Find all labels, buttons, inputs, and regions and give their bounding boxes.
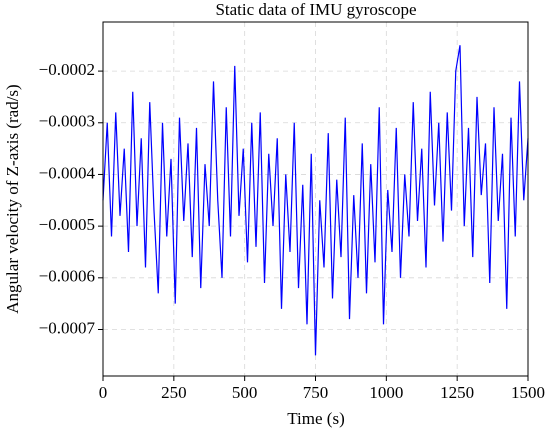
data-line [102, 45, 529, 356]
x-tick-label: 1000 [369, 383, 403, 402]
y-tick-label: −0.0002 [39, 60, 95, 79]
x-tick-label: 1250 [440, 383, 474, 402]
y-tick-label: −0.0006 [39, 267, 95, 286]
x-tick-label: 500 [232, 383, 258, 402]
x-tick-label: 1500 [511, 383, 545, 402]
y-tick-label: −0.0005 [39, 215, 95, 234]
x-tick-label: 750 [303, 383, 329, 402]
chart-title: Static data of IMU gyroscope [215, 0, 416, 19]
y-tick-label: −0.0003 [39, 112, 95, 131]
plot-frame [102, 21, 529, 377]
y-tick-label: −0.0004 [39, 163, 96, 182]
x-axis-label: Time (s) [287, 409, 344, 428]
x-tick-label: 250 [161, 383, 187, 402]
y-axis-label: Angular velocity of Z-axis (rad/s) [3, 84, 22, 313]
x-tick-label: 0 [99, 383, 108, 402]
y-tick-label: −0.0007 [39, 318, 96, 337]
